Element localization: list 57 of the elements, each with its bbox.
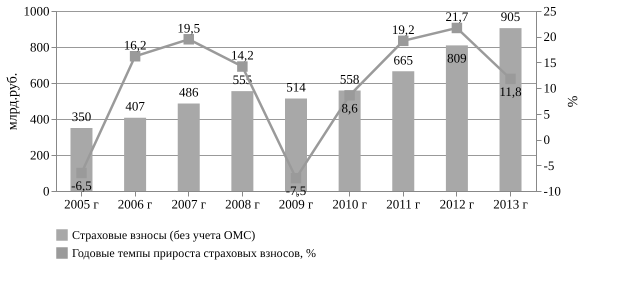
y2-tick-label: 10 [544,80,556,96]
y-tick-label: 600 [30,76,50,90]
data-label: 486 [178,84,199,100]
y-tick-label: 1000 [24,4,50,18]
x-tick-label: 2012 г [440,196,474,212]
y2-tick-label: 25 [544,4,556,18]
data-label: 21,7 [446,8,469,24]
y2-tick-label: -10 [544,184,561,198]
x-tick-label: 2009 г [278,196,314,212]
x-tick-label: 2011 г [386,196,420,212]
data-label: 905 [500,9,520,24]
y-axis-title: млрд.руб. [6,72,20,130]
point [183,34,194,45]
bar [392,71,414,191]
x-tick-label: 2013 г [493,196,528,212]
data-label: 558 [340,72,360,87]
y2-tick-label: 15 [544,54,556,70]
data-label: 14,2 [230,48,254,63]
data-label: 19,2 [392,22,415,37]
legend-label: Годовые темпы прироста страховых взносов, % [72,246,316,260]
bar [338,90,361,191]
data-label: 11,8 [499,84,522,99]
point [398,36,409,46]
x-tick-label: 2005 г [64,196,99,212]
data-label: 16,2 [124,37,146,52]
data-label: 8,6 [342,100,358,116]
x-tick-label: 2007 г [171,196,206,212]
x-tick-label: 2008 г [225,196,260,212]
data-label: 19,5 [177,20,200,36]
y-tick-label: 400 [30,112,50,126]
bar [446,45,468,191]
point [237,61,248,72]
y-tick-label: 800 [30,40,50,54]
data-label: 407 [125,98,146,114]
point [344,90,355,101]
y2-tick-label: -5 [544,158,554,173]
data-label: 665 [394,52,414,68]
y2-tick-label: 20 [544,29,556,44]
x-tick-label: 2010 г [332,196,367,212]
data-label: 809 [447,50,467,66]
bar [124,118,146,191]
bar [500,28,522,191]
y-tick-label: 0 [43,184,50,198]
x-tick-label: 2006 г [118,196,152,212]
bar [178,104,200,191]
y-tick-label: 200 [30,148,50,162]
point [130,51,140,62]
data-label: -7,5 [286,183,306,198]
legend-label: Страховые взносы (без учета ОМС) [72,228,256,242]
bar [231,91,254,191]
data-label: 514 [286,79,306,94]
data-label: 350 [72,109,92,124]
y2-axis-title: % [564,96,579,108]
point [452,22,462,34]
data-label: -6,5 [71,178,92,193]
y2-tick-label: 0 [544,132,550,148]
y2-tick-label: 5 [544,106,550,122]
